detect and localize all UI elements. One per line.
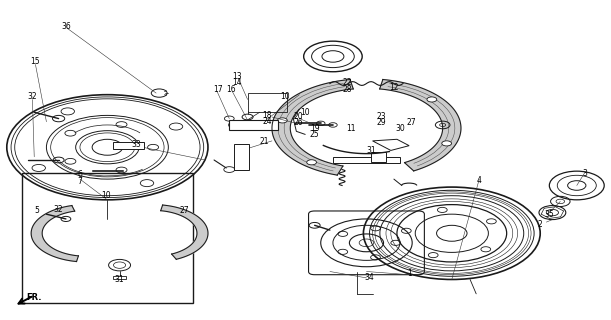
- Text: 10: 10: [101, 190, 111, 200]
- Text: 16: 16: [225, 85, 235, 94]
- Text: 18: 18: [262, 111, 272, 120]
- FancyBboxPatch shape: [309, 211, 425, 275]
- Polygon shape: [161, 205, 208, 259]
- Bar: [114, 142, 144, 149]
- Text: 32: 32: [27, 92, 37, 101]
- Bar: [247, 93, 287, 112]
- Circle shape: [277, 118, 287, 123]
- Text: 19: 19: [310, 124, 320, 132]
- Circle shape: [427, 97, 437, 102]
- Text: 35: 35: [544, 210, 554, 219]
- Text: 17: 17: [213, 85, 222, 94]
- Text: 30: 30: [396, 124, 406, 132]
- Bar: [114, 276, 126, 279]
- Text: 31: 31: [115, 275, 125, 284]
- Text: 21: 21: [259, 137, 269, 146]
- Text: 29: 29: [376, 118, 386, 127]
- Text: 2: 2: [538, 220, 543, 229]
- Text: 15: 15: [31, 57, 40, 66]
- Circle shape: [307, 160, 316, 165]
- Text: 24: 24: [262, 117, 272, 126]
- Text: 27: 27: [180, 206, 189, 215]
- Text: FR.: FR.: [26, 293, 42, 302]
- Polygon shape: [272, 79, 353, 175]
- Text: 23: 23: [376, 112, 386, 121]
- Text: 26: 26: [293, 118, 303, 127]
- Text: 33: 33: [131, 140, 141, 148]
- Text: 3: 3: [582, 169, 587, 178]
- Text: 27: 27: [406, 118, 415, 127]
- Text: 22: 22: [342, 78, 352, 87]
- Bar: [333, 157, 400, 163]
- Text: 7: 7: [78, 177, 82, 186]
- Text: 32: 32: [54, 205, 64, 214]
- Polygon shape: [379, 79, 461, 171]
- Text: 13: 13: [232, 72, 242, 81]
- Bar: [229, 120, 278, 130]
- Text: 11: 11: [346, 124, 356, 133]
- Text: 25: 25: [310, 130, 320, 139]
- Text: 31: 31: [367, 146, 376, 155]
- Text: 10: 10: [280, 92, 290, 101]
- Bar: [234, 144, 249, 170]
- Text: 12: 12: [389, 83, 398, 92]
- Bar: [371, 152, 386, 162]
- Polygon shape: [31, 205, 78, 261]
- Bar: [22, 173, 192, 303]
- Text: 14: 14: [232, 78, 242, 87]
- Text: 5: 5: [35, 206, 40, 215]
- Text: 20: 20: [293, 112, 303, 121]
- Text: 34: 34: [365, 273, 375, 282]
- Text: 1: 1: [407, 268, 412, 278]
- Text: 28: 28: [342, 85, 352, 94]
- Text: 4: 4: [477, 176, 481, 185]
- Circle shape: [442, 141, 452, 146]
- Text: 10: 10: [301, 108, 310, 117]
- Text: 36: 36: [62, 22, 71, 31]
- Text: 6: 6: [78, 171, 82, 180]
